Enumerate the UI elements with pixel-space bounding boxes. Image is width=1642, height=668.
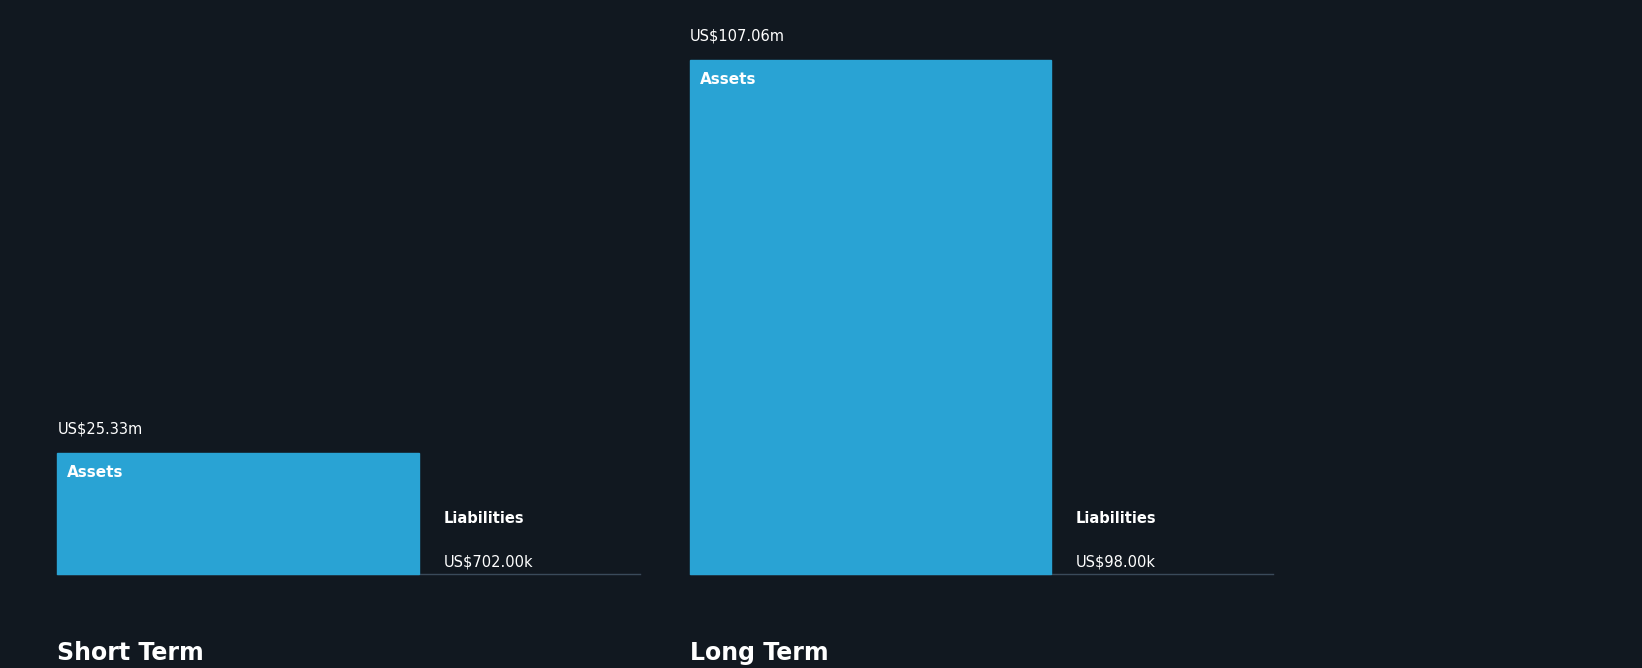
Text: Short Term: Short Term (57, 641, 204, 665)
Text: Liabilities: Liabilities (443, 511, 524, 526)
Text: US$25.33m: US$25.33m (57, 421, 143, 436)
Text: US$107.06m: US$107.06m (690, 29, 785, 43)
Bar (690, 60, 1051, 574)
Text: US$702.00k: US$702.00k (443, 554, 534, 569)
Text: Assets: Assets (699, 72, 755, 87)
Text: Liabilities: Liabilities (1076, 511, 1156, 526)
Text: Assets: Assets (67, 465, 123, 480)
Text: US$98.00k: US$98.00k (1076, 554, 1156, 569)
Text: Long Term: Long Term (690, 641, 828, 665)
Bar (57, 453, 419, 574)
